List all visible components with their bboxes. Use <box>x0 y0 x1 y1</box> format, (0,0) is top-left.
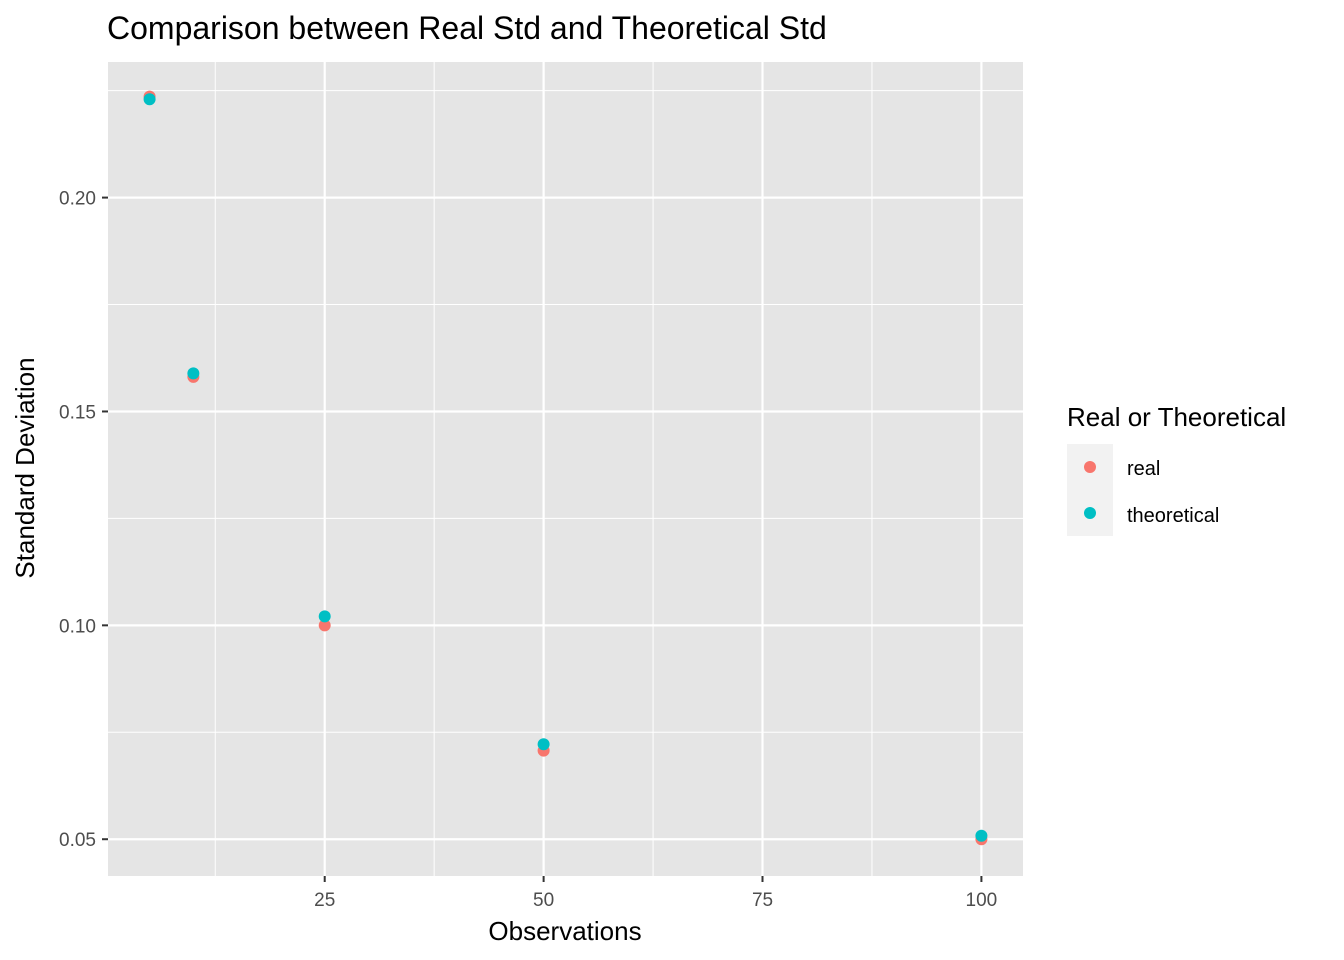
x-tick-label: 50 <box>533 890 554 911</box>
legend: Real or Theoretical real theoretical <box>1067 402 1286 536</box>
data-point-theoretical <box>143 93 156 106</box>
data-point-theoretical <box>537 738 550 751</box>
y-tick-label: 0.10 <box>59 616 96 637</box>
y-tick-label: 0.20 <box>59 189 96 210</box>
y-axis-ticks: 0.05 0.10 0.15 0.20 <box>59 189 108 851</box>
plot-panel <box>108 62 1023 876</box>
x-tick-label: 25 <box>314 890 335 911</box>
legend-key-background <box>1067 444 1113 536</box>
x-tick-label: 100 <box>966 890 998 911</box>
y-tick-label: 0.05 <box>59 830 96 851</box>
data-point-theoretical <box>318 610 331 623</box>
y-axis-title: Standard Deviation <box>10 357 40 578</box>
legend-label-theoretical: theoretical <box>1127 505 1219 527</box>
legend-key-real <box>1084 461 1096 473</box>
x-axis-ticks: 25 50 75 100 <box>314 876 997 911</box>
legend-label-real: real <box>1127 458 1160 480</box>
x-axis-title: Observations <box>488 916 641 946</box>
data-point-theoretical <box>975 829 988 842</box>
y-tick-label: 0.15 <box>59 402 96 423</box>
x-tick-label: 75 <box>752 890 773 911</box>
data-point-real <box>318 619 331 632</box>
data-points <box>143 90 988 846</box>
legend-key-theoretical <box>1084 507 1096 519</box>
legend-title: Real or Theoretical <box>1067 402 1286 432</box>
chart-title: Comparison between Real Std and Theoreti… <box>107 10 827 46</box>
data-point-theoretical <box>187 367 200 380</box>
